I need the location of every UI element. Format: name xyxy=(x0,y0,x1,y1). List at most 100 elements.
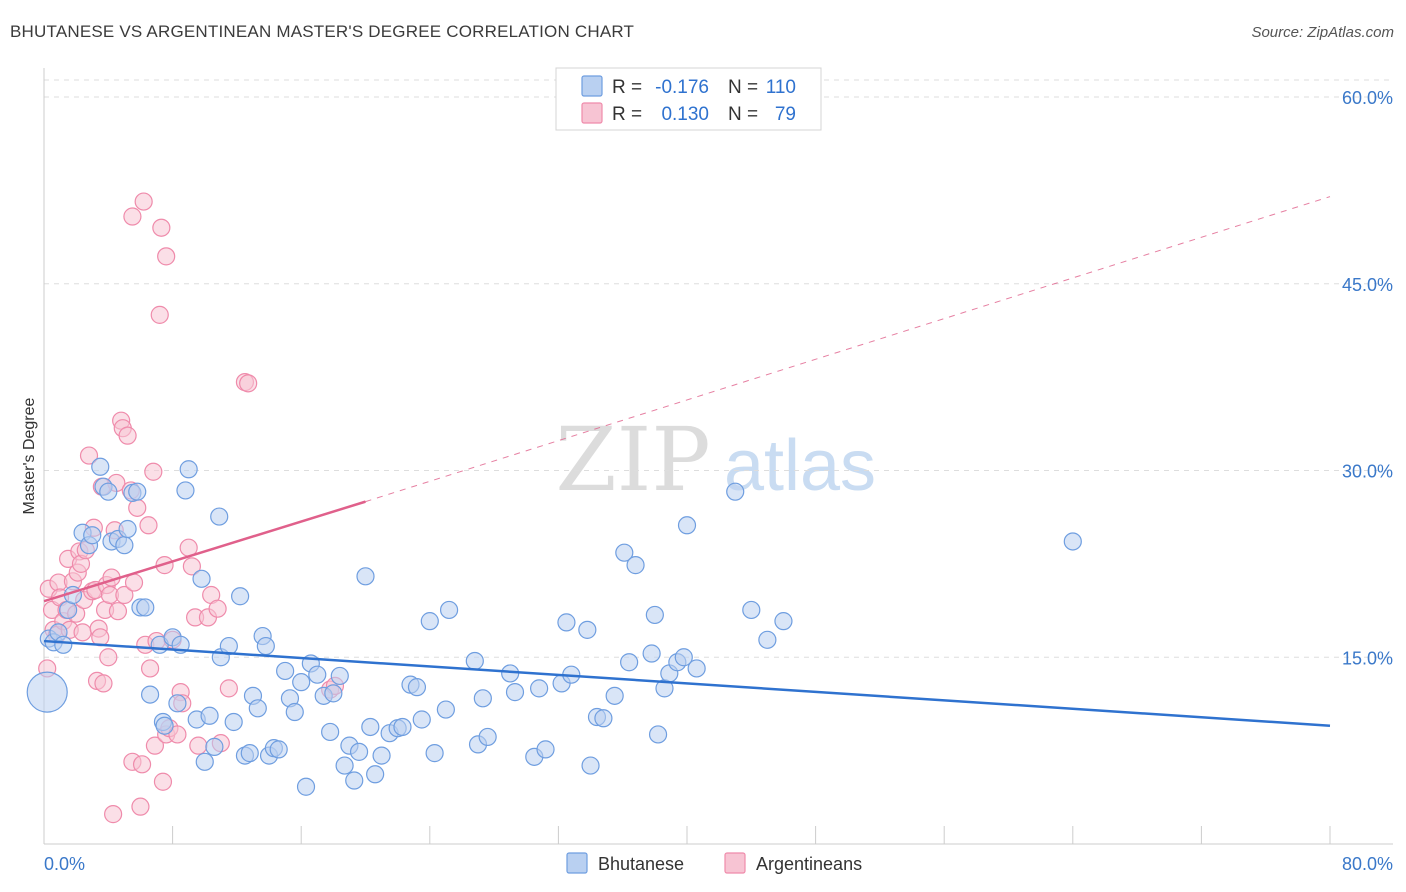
bhutanese-point xyxy=(578,620,597,639)
bhutanese-point xyxy=(321,722,340,742)
bottom-legend-label-bhutanese: Bhutanese xyxy=(598,854,684,874)
bhutanese-point xyxy=(195,752,214,771)
bhutanese-point xyxy=(285,702,304,722)
argentineans-point xyxy=(157,247,176,266)
argentineans-point xyxy=(145,736,165,755)
bhutanese-point xyxy=(231,587,250,606)
bottom-legend-label-argentineans: Argentineans xyxy=(756,854,862,874)
bhutanese-point xyxy=(224,712,243,732)
bhutanese-point xyxy=(605,686,624,705)
argentineans-point xyxy=(239,374,258,393)
legend-swatch-argentineans xyxy=(581,102,603,124)
bhutanese-point xyxy=(99,482,118,501)
watermark: ZIP atlas xyxy=(555,408,876,511)
bhutanese-point xyxy=(742,600,761,620)
bhutanese-point xyxy=(407,678,427,697)
argentineans-point xyxy=(118,426,137,445)
bhutanese-point xyxy=(505,683,525,702)
x-tick-label-max: 80.0% xyxy=(1342,854,1393,874)
argentineans-point xyxy=(123,207,142,226)
bhutanese-point xyxy=(240,744,259,763)
argentineans-point xyxy=(134,192,153,211)
watermark-zip: ZIP xyxy=(555,408,710,511)
bhutanese-point xyxy=(200,706,219,725)
bhutanese-point xyxy=(330,666,349,686)
axes xyxy=(43,68,1393,845)
bhutanese-point xyxy=(412,710,431,729)
bhutanese-point xyxy=(615,543,634,562)
bhutanese-point xyxy=(349,742,369,761)
bhutanese-point xyxy=(536,740,555,759)
bhutanese-point xyxy=(324,684,343,703)
bhutanese-point xyxy=(687,659,706,678)
argentineans-trend-line xyxy=(43,500,366,603)
bottom-legend-swatch-bhutanese xyxy=(566,852,588,874)
bhutanese-point xyxy=(356,567,375,586)
y-tick-label-30: 30.0% xyxy=(1342,462,1393,482)
bhutanese-point xyxy=(478,727,497,747)
y-tick-label-45: 45.0% xyxy=(1342,275,1393,295)
bhutanese-point xyxy=(140,685,160,704)
y-tick-label-15: 15.0% xyxy=(1342,648,1393,668)
bhutanese-point xyxy=(115,536,134,555)
bhutanese-point xyxy=(581,756,600,775)
bhutanese-point xyxy=(361,717,380,737)
bhutanese-point xyxy=(296,777,316,796)
bhutanese-point xyxy=(758,630,777,649)
bhutanese-point xyxy=(205,737,224,756)
bhutanese-point xyxy=(620,653,639,672)
bhutanese-point xyxy=(372,746,391,765)
bhutanese-point xyxy=(308,665,327,684)
argentineans-point xyxy=(140,659,160,678)
bottom-legend-swatch-argentineans xyxy=(724,852,746,874)
argentineans-point xyxy=(73,623,92,642)
argentineans-point xyxy=(94,674,113,693)
legend-r-label-2: R = xyxy=(612,104,642,125)
bhutanese-point xyxy=(420,612,439,631)
argentineans-point xyxy=(124,573,144,592)
argentineans-point xyxy=(108,602,128,621)
bhutanese-point xyxy=(425,744,444,763)
bhutanese-point xyxy=(726,482,745,501)
bhutanese-points xyxy=(26,457,1082,796)
argentineans-point xyxy=(152,218,171,237)
bhutanese-point xyxy=(210,507,229,526)
bhutanese-point xyxy=(179,460,198,479)
y-tick-label-60: 60.0% xyxy=(1342,88,1393,108)
bhutanese-point xyxy=(393,717,412,737)
bhutanese-point xyxy=(128,482,147,501)
bhutanese-point-large xyxy=(26,671,68,713)
bhutanese-point xyxy=(155,716,174,735)
bhutanese-point xyxy=(674,648,693,667)
bhutanese-point xyxy=(192,569,211,588)
bhutanese-point xyxy=(248,699,267,718)
bhutanese-point xyxy=(774,612,793,631)
bhutanese-point xyxy=(594,709,613,728)
bhutanese-point xyxy=(626,556,645,575)
bhutanese-point xyxy=(219,636,238,656)
argentineans-point xyxy=(168,725,187,744)
legend-n-value-1: 110 xyxy=(766,77,796,98)
bhutanese-point xyxy=(501,664,520,683)
bhutanese-point xyxy=(118,519,137,539)
bhutanese-point xyxy=(345,771,364,790)
legend-r-value-2: 0.130 xyxy=(661,104,709,125)
legend-r-value-1: -0.176 xyxy=(655,77,709,98)
bhutanese-point xyxy=(557,613,576,632)
bhutanese-point xyxy=(530,679,549,698)
bhutanese-point xyxy=(473,689,492,708)
legend-n-label-1: N = xyxy=(728,77,758,98)
legend-swatch-bhutanese xyxy=(581,75,603,97)
bhutanese-point xyxy=(54,635,73,654)
bhutanese-point xyxy=(83,526,102,545)
argentineans-point xyxy=(79,446,99,465)
bhutanese-point xyxy=(648,725,668,744)
x-tick-label-min: 0.0% xyxy=(44,854,85,874)
chart-source: Source: ZipAtlas.com xyxy=(1251,24,1394,41)
chart-title: BHUTANESE VS ARGENTINEAN MASTER'S DEGREE… xyxy=(10,22,635,41)
argentineans-trend-extension xyxy=(365,196,1331,503)
argentineans-point xyxy=(132,755,152,774)
argentineans-point xyxy=(189,736,208,755)
argentineans-point xyxy=(150,305,169,324)
